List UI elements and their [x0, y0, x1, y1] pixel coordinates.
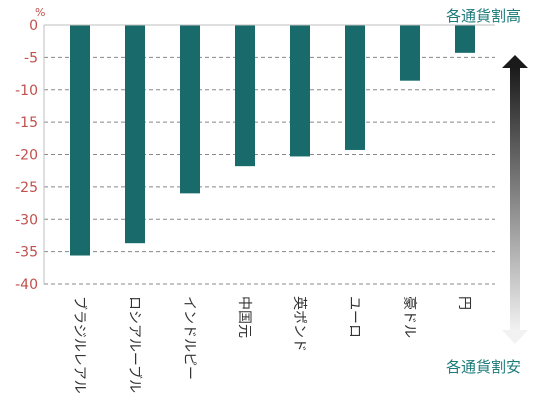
annotation-cheap: 各通貨割安: [446, 358, 521, 376]
x-category-label: ユーロ: [346, 296, 362, 338]
y-tick-label: -15: [15, 115, 38, 131]
y-tick-label: -25: [15, 180, 38, 196]
bar: [235, 25, 255, 167]
x-category-label: 英ポンド: [291, 296, 308, 352]
bar: [180, 25, 200, 194]
x-category-label: インドルピー: [181, 296, 197, 380]
gradient-double-arrow: [502, 55, 528, 344]
y-tick-label: 0: [29, 18, 38, 34]
bar: [455, 25, 475, 53]
x-category-label: ロシアルーブル: [126, 296, 143, 393]
y-tick-label: -30: [15, 212, 38, 228]
x-category-label: 豪ドル: [401, 296, 417, 338]
bar: [400, 25, 420, 81]
y-tick-label: -40: [15, 277, 38, 293]
y-tick-label: -35: [15, 245, 38, 261]
bar: [125, 25, 145, 244]
y-unit-label: %: [35, 6, 45, 19]
x-category-label: 中国元: [236, 296, 252, 338]
x-category-label: 円: [456, 296, 472, 310]
y-tick-label: -20: [15, 148, 38, 164]
annotation-expensive: 各通貨割高: [446, 7, 521, 25]
x-category-label: ブラジルレアル: [71, 296, 88, 394]
arrow-head-down-icon: [502, 330, 528, 344]
bar: [345, 25, 365, 150]
y-tick-label: -5: [24, 50, 38, 66]
bar: [70, 25, 90, 256]
arrow-shaft: [510, 67, 520, 331]
arrow-head-up-icon: [502, 55, 528, 68]
y-tick-label: -10: [15, 83, 38, 99]
bar: [290, 25, 310, 157]
